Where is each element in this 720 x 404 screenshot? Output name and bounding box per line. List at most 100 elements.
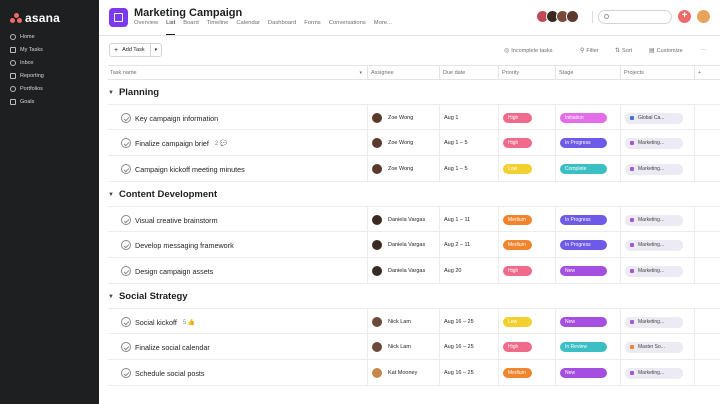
task-name[interactable]: Finalize social calendar bbox=[135, 342, 210, 352]
column-header-6[interactable]: + bbox=[694, 66, 720, 80]
assignee-cell[interactable]: Nick Lam bbox=[367, 309, 439, 335]
table-row[interactable]: Social kickoff 5 👍 Nick Lam Aug 16 – 25 Low N… bbox=[108, 308, 720, 335]
projects-cell[interactable]: Marketing... bbox=[620, 207, 694, 233]
table-row[interactable]: Schedule social posts Kat Mooney Aug 16 – … bbox=[108, 360, 720, 386]
tab-list[interactable]: List bbox=[166, 20, 176, 35]
add-task-button[interactable]: + Add Task ▾ bbox=[109, 43, 163, 57]
due-date-cell[interactable]: Aug 1 – 5 bbox=[439, 130, 498, 156]
caret-down-icon[interactable]: ▼ bbox=[108, 191, 114, 198]
stage-badge[interactable]: In Review bbox=[560, 342, 607, 352]
section-header[interactable]: ▼ Planning bbox=[108, 87, 159, 98]
stage-cell[interactable]: New bbox=[555, 309, 620, 335]
priority-cell[interactable]: Medium bbox=[498, 207, 555, 233]
task-name[interactable]: Key campaign information bbox=[135, 113, 219, 123]
priority-badge[interactable]: Medium bbox=[503, 240, 532, 250]
sidebar-item-home[interactable]: Home bbox=[0, 30, 99, 43]
sidebar-item-my-tasks[interactable]: My Tasks bbox=[0, 43, 99, 56]
column-header-1[interactable]: Assignee bbox=[367, 66, 439, 80]
table-row[interactable]: Visual creative brainstorm Daniela Vargas… bbox=[108, 206, 720, 233]
stage-badge[interactable]: New bbox=[560, 266, 607, 276]
sidebar-item-reporting[interactable]: Reporting bbox=[0, 69, 99, 82]
complete-checkbox-icon[interactable] bbox=[121, 266, 131, 276]
sidebar-item-goals[interactable]: Goals bbox=[0, 95, 99, 108]
table-row[interactable]: Design campaign assets Daniela Vargas Aug … bbox=[108, 258, 720, 284]
project-tag[interactable]: Marketing... bbox=[625, 367, 683, 379]
projects-cell[interactable]: Marketing... bbox=[620, 258, 694, 284]
due-date-cell[interactable]: Aug 20 bbox=[439, 258, 498, 284]
complete-checkbox-icon[interactable] bbox=[121, 240, 131, 250]
priority-badge[interactable]: High bbox=[503, 266, 532, 276]
search-input[interactable] bbox=[598, 10, 672, 24]
asana-logo[interactable]: asana bbox=[10, 11, 60, 25]
column-header-3[interactable]: Priority bbox=[498, 66, 555, 80]
assignee-cell[interactable]: Zoe Wong bbox=[367, 105, 439, 131]
table-row[interactable]: Campaign kickoff meeting minutes Zoe Wong… bbox=[108, 156, 720, 182]
complete-checkbox-icon[interactable] bbox=[121, 368, 131, 378]
tab-conversations[interactable]: Conversations bbox=[328, 20, 366, 26]
projects-cell[interactable]: Global Ca... bbox=[620, 105, 694, 131]
stage-cell[interactable]: New bbox=[555, 360, 620, 386]
tab-overview[interactable]: Overview bbox=[134, 20, 159, 26]
stage-cell[interactable]: New bbox=[555, 258, 620, 284]
project-tag[interactable]: Marketing... bbox=[625, 137, 683, 149]
priority-badge[interactable]: Low bbox=[503, 317, 532, 327]
priority-badge[interactable]: Medium bbox=[503, 215, 532, 225]
due-date-cell[interactable]: Aug 16 – 25 bbox=[439, 334, 498, 360]
priority-cell[interactable]: High bbox=[498, 334, 555, 360]
priority-badge[interactable]: High bbox=[503, 113, 532, 123]
stage-badge[interactable]: New bbox=[560, 368, 607, 378]
task-name-cell[interactable]: Finalize social calendar bbox=[108, 334, 367, 360]
chevron-down-icon[interactable]: ▾ bbox=[359, 70, 362, 76]
stage-cell[interactable]: In Progress bbox=[555, 207, 620, 233]
complete-checkbox-icon[interactable] bbox=[121, 113, 131, 123]
priority-cell[interactable]: Low bbox=[498, 309, 555, 335]
assignee-cell[interactable]: Daniela Vargas bbox=[367, 232, 439, 258]
section-header[interactable]: ▼ Content Development bbox=[108, 189, 217, 200]
task-name-cell[interactable]: Visual creative brainstorm bbox=[108, 207, 367, 233]
section-header[interactable]: ▼ Social Strategy bbox=[108, 291, 188, 302]
complete-checkbox-icon[interactable] bbox=[121, 317, 131, 327]
projects-cell[interactable]: Master So... bbox=[620, 334, 694, 360]
tab-calendar[interactable]: Calendar bbox=[236, 20, 260, 26]
tab-board[interactable]: Board bbox=[183, 20, 199, 26]
stage-cell[interactable]: Initiation bbox=[555, 105, 620, 131]
stage-cell[interactable]: In Review bbox=[555, 334, 620, 360]
due-date-cell[interactable]: Aug 1 – 5 bbox=[439, 156, 498, 182]
project-tag[interactable]: Master So... bbox=[625, 341, 683, 353]
task-name-cell[interactable]: Develop messaging framework bbox=[108, 232, 367, 258]
due-date-cell[interactable]: Aug 16 – 25 bbox=[439, 309, 498, 335]
priority-cell[interactable]: Medium bbox=[498, 360, 555, 386]
task-name[interactable]: Social kickoff bbox=[135, 317, 177, 327]
column-header-2[interactable]: Due date bbox=[439, 66, 498, 80]
table-row[interactable]: Key campaign information Zoe Wong Aug 1 Hig… bbox=[108, 104, 720, 131]
project-tag[interactable]: Marketing... bbox=[625, 265, 683, 277]
stage-cell[interactable]: Complete bbox=[555, 156, 620, 182]
assignee-cell[interactable]: Zoe Wong bbox=[367, 156, 439, 182]
priority-cell[interactable]: Medium bbox=[498, 232, 555, 258]
customize-button[interactable]: ▤ Customize bbox=[649, 47, 683, 55]
assignee-cell[interactable]: Zoe Wong bbox=[367, 130, 439, 156]
projects-cell[interactable]: Marketing... bbox=[620, 309, 694, 335]
projects-cell[interactable]: Marketing... bbox=[620, 360, 694, 386]
sidebar-item-inbox[interactable]: Inbox bbox=[0, 56, 99, 69]
member-avatars[interactable] bbox=[536, 10, 579, 23]
column-header-5[interactable]: Projects bbox=[620, 66, 694, 80]
task-name[interactable]: Campaign kickoff meeting minutes bbox=[135, 164, 245, 174]
assignee-cell[interactable]: Nick Lam bbox=[367, 334, 439, 360]
due-date-cell[interactable]: Aug 1 – 11 bbox=[439, 207, 498, 233]
task-name-cell[interactable]: Schedule social posts bbox=[108, 360, 367, 386]
task-name-cell[interactable]: Finalize campaign brief 2 💬 bbox=[108, 130, 367, 156]
stage-cell[interactable]: In Progress bbox=[555, 130, 620, 156]
complete-checkbox-icon[interactable] bbox=[121, 138, 131, 148]
stage-badge[interactable]: In Progress bbox=[560, 138, 607, 148]
assignee-cell[interactable]: Daniela Vargas bbox=[367, 207, 439, 233]
task-name[interactable]: Finalize campaign brief bbox=[135, 138, 209, 148]
stage-badge[interactable]: In Progress bbox=[560, 240, 607, 250]
tab-timeline[interactable]: Timeline bbox=[206, 20, 229, 26]
tab-forms[interactable]: Forms bbox=[304, 20, 321, 26]
priority-cell[interactable]: High bbox=[498, 258, 555, 284]
sort-button[interactable]: ⇅ Sort bbox=[615, 47, 632, 55]
tab-dashboard[interactable]: Dashboard bbox=[267, 20, 297, 26]
table-row[interactable]: Develop messaging framework Daniela Varga… bbox=[108, 232, 720, 258]
table-row[interactable]: Finalize campaign brief 2 💬 Zoe Wong Aug 1 … bbox=[108, 130, 720, 156]
